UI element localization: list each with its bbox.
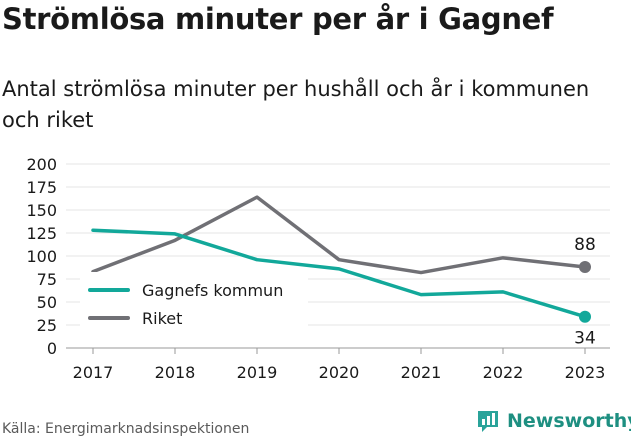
end-point-riket xyxy=(579,261,591,274)
y-tick-label: 0 xyxy=(47,339,57,358)
legend-label: Gagnefs kommun xyxy=(142,281,283,300)
y-tick-label: 125 xyxy=(26,224,57,243)
end-labels: 88 34 xyxy=(574,235,596,349)
chart-subtitle: Antal strömlösa minuter per hushåll och … xyxy=(2,77,590,132)
x-tick-label: 2017 xyxy=(73,363,114,382)
series-line-gagnef xyxy=(91,228,587,319)
legend-label: Riket xyxy=(142,309,182,328)
brand-logo[interactable]: Newsworthy xyxy=(475,408,631,434)
x-tick-label: 2023 xyxy=(565,363,606,382)
newsworthy-logo-icon xyxy=(478,411,498,432)
brand-name: Newsworthy xyxy=(507,410,631,432)
x-tick-label: 2021 xyxy=(401,363,442,382)
data-label-gagnef: 34 xyxy=(574,329,596,349)
y-tick-label: 175 xyxy=(26,178,57,197)
axes: 0 25 50 75 100 125 150 175 200 2017 2018 2019 2020 20… xyxy=(26,155,605,382)
y-tick-label: 200 xyxy=(26,155,57,174)
data-label-riket: 88 xyxy=(574,235,596,255)
y-tick-label: 25 xyxy=(37,316,57,335)
y-tick-label: 75 xyxy=(37,270,57,289)
y-tick-label: 50 xyxy=(37,293,57,312)
y-tick-label: 150 xyxy=(26,201,57,220)
x-tick-label: 2022 xyxy=(483,363,524,382)
series-line-riket xyxy=(91,195,587,275)
series-lines xyxy=(91,195,591,323)
y-tick-label: 100 xyxy=(26,247,57,266)
source-note: Källa: Energimarknadsinspektionen xyxy=(2,421,250,437)
legend: Gagnefs kommun Riket xyxy=(80,272,308,332)
x-tick-label: 2018 xyxy=(155,363,196,382)
chart-title: Strömlösa minuter per år i Gagnef xyxy=(2,2,554,36)
legend-background xyxy=(80,272,308,332)
x-tick-label: 2020 xyxy=(319,363,360,382)
end-point-gagnef xyxy=(579,310,591,323)
x-tick-label: 2019 xyxy=(237,363,278,382)
